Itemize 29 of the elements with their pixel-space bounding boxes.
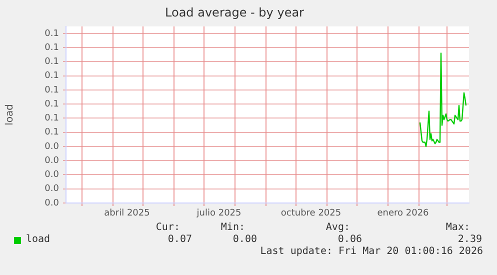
y-tick-label: 0.1 [44, 57, 59, 68]
text: 0.00 [232, 234, 257, 245]
y-tick-label: 0.1 [44, 114, 59, 124]
text: Max: [444, 222, 470, 233]
y-tick-label: 0.0 [44, 142, 60, 152]
text: 0.07 [166, 234, 192, 245]
chart-title: Load average - by year [165, 5, 304, 20]
legend-label: load [26, 234, 52, 245]
text: 2.39 [456, 234, 482, 245]
text: 0.06 [336, 234, 362, 245]
y-tick-label: 0.0 [44, 170, 60, 180]
y-tick-label: 0.1 [44, 85, 59, 96]
y-tick-label: 0.0 [44, 156, 60, 166]
y-tick-label: 0.0 [44, 184, 60, 194]
y-tick-label: 0.1 [44, 71, 59, 82]
x-tick-label: abril 2025 [104, 208, 150, 219]
text: Min: [220, 222, 245, 233]
y-tick-label: 0.1 [44, 42, 59, 53]
y-axis-title: load [4, 104, 16, 126]
text: Avg: [324, 222, 350, 233]
y-tick-label: 0.1 [44, 28, 59, 39]
y-tick-label: 0.0 [44, 198, 60, 208]
text: Cur: [154, 222, 180, 233]
x-tick-label: octubre 2025 [280, 208, 342, 219]
x-tick-label: enero 2026 [377, 208, 430, 219]
y-tick-label: 0.1 [44, 99, 59, 110]
x-tick-label: julio 2025 [196, 208, 242, 219]
text: Last update: Fri Mar 20 01:00:16 2026 [259, 246, 483, 257]
y-tick-label: 0.1 [44, 128, 59, 138]
